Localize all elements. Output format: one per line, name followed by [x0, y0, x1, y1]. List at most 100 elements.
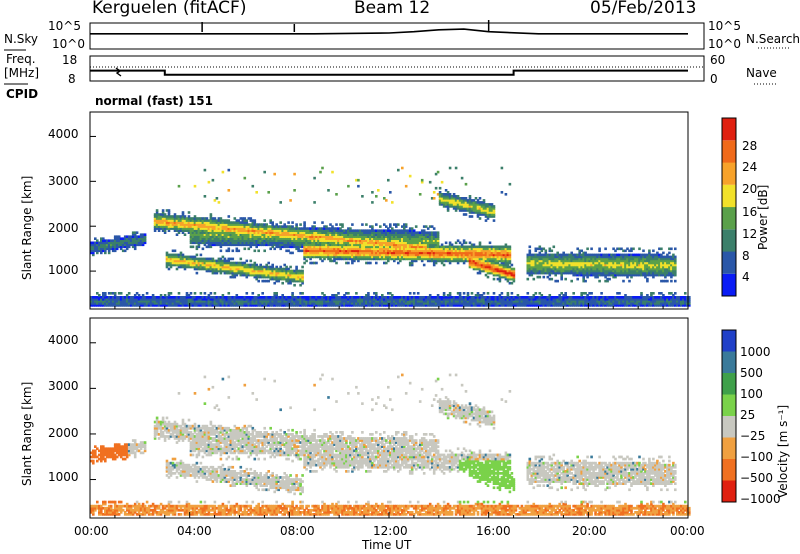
power-cell: [261, 231, 264, 234]
power-cell: [269, 235, 272, 238]
power-cell: [500, 263, 504, 267]
power-cell: [534, 247, 538, 251]
power-cell: [251, 241, 255, 245]
power-cell: [512, 271, 516, 275]
power-cell: [159, 221, 163, 224]
power-cell: [464, 203, 468, 206]
power-cell: [492, 300, 496, 303]
power-cell: [510, 277, 514, 281]
power-cell: [233, 265, 237, 269]
power-cell: [434, 231, 438, 234]
power-cell: [478, 197, 482, 200]
power-cell: [239, 257, 243, 261]
power-cell: [201, 302, 205, 305]
power-cell: [299, 239, 302, 242]
power-cell: [395, 241, 398, 245]
power-cell: [454, 241, 458, 245]
power-cell: [496, 300, 500, 303]
power-cell: [404, 231, 408, 234]
power-cell: [229, 257, 233, 261]
power-cell: [189, 296, 193, 299]
power-cell: [470, 261, 474, 265]
power-cell: [201, 300, 205, 303]
power-cell: [281, 227, 284, 230]
power-cell: [432, 191, 436, 194]
power-cell: [161, 227, 165, 230]
power-cell: [401, 243, 404, 247]
power-cell: [375, 223, 378, 226]
power-cell: [452, 247, 456, 251]
power-cell: [474, 265, 478, 269]
power-cell: [470, 249, 474, 253]
power-cell: [249, 245, 253, 249]
power-cell: [526, 257, 530, 261]
power-cell: [249, 304, 253, 307]
power-cell: [173, 302, 177, 305]
power-cell: [546, 261, 550, 265]
power-cell: [217, 267, 221, 271]
power-cell: [221, 223, 225, 226]
power-cell: [444, 304, 448, 307]
power-cell: [556, 302, 559, 305]
power-cell: [347, 296, 350, 299]
power-cell: [331, 229, 334, 232]
power-cell: [285, 300, 288, 303]
power-cell: [267, 229, 270, 232]
power-cell: [389, 231, 392, 234]
power-cell: [211, 302, 215, 305]
power-cell: [229, 263, 233, 267]
power-cell: [432, 257, 436, 261]
power-cell: [345, 239, 348, 242]
power-cell: [243, 261, 247, 265]
power-cell: [401, 231, 404, 234]
power-cell: [107, 239, 111, 242]
power-cell: [339, 237, 342, 240]
power-cell: [143, 296, 147, 299]
power-cell: [446, 197, 450, 200]
power-cell: [245, 263, 249, 267]
power-cell: [201, 225, 205, 228]
power-cell: [207, 239, 211, 242]
power-cell: [446, 207, 450, 210]
power-cell: [337, 300, 340, 303]
power-cell: [383, 233, 386, 236]
power-cell: [460, 247, 464, 251]
power-cell: [508, 273, 512, 277]
power-cell: [404, 247, 408, 251]
power-cell: [241, 267, 245, 271]
power-cell: [96, 245, 99, 249]
power-cell: [558, 302, 561, 305]
power-cell: [104, 241, 107, 245]
power-cell: [355, 247, 358, 251]
power-cell: [556, 255, 559, 259]
power-cell: [498, 300, 502, 303]
power-cell: [123, 245, 127, 249]
power-cell: [416, 233, 420, 236]
power-cell: [113, 292, 117, 295]
power-cell: [267, 275, 270, 279]
power-cell: [127, 300, 131, 303]
power-cell: [209, 298, 213, 301]
power-cell: [227, 227, 231, 230]
power-cell: [504, 249, 508, 253]
power-cell: [440, 296, 444, 299]
power-cell: [237, 225, 241, 228]
power-cell: [155, 211, 159, 214]
power-cell: [403, 255, 406, 259]
power-cell: [472, 247, 476, 251]
power-cell: [345, 298, 348, 301]
power-cell: [257, 273, 260, 277]
power-cell: [175, 259, 179, 263]
power-cell: [458, 257, 462, 261]
power-cell: [538, 261, 542, 265]
power-cbar-tick-12: 12: [742, 227, 758, 241]
power-cell: [319, 296, 322, 299]
power-cell: [143, 298, 147, 301]
power-cell: [221, 302, 225, 305]
power-cell: [371, 251, 374, 255]
power-cell: [265, 271, 268, 275]
power-cell: [442, 251, 446, 255]
power-cell: [367, 257, 370, 261]
power-cell: [516, 296, 520, 299]
power-cell: [404, 304, 408, 307]
